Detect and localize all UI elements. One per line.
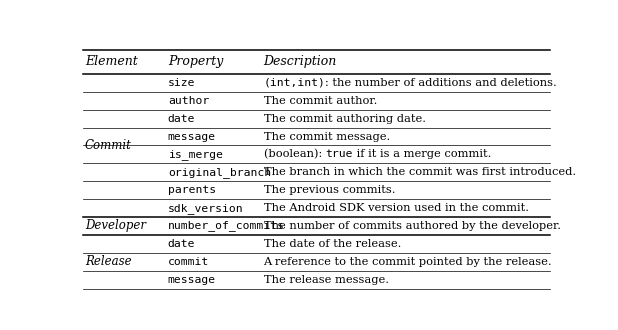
Text: author: author	[167, 96, 209, 106]
Text: date: date	[167, 114, 195, 124]
Text: date: date	[167, 239, 195, 249]
Text: original_branch: original_branch	[167, 167, 271, 178]
Text: is_merge: is_merge	[167, 149, 222, 160]
Text: A reference to the commit pointed by the release.: A reference to the commit pointed by the…	[263, 257, 552, 267]
Text: Developer: Developer	[85, 219, 146, 233]
Text: The commit message.: The commit message.	[263, 132, 390, 142]
Text: Property: Property	[167, 55, 223, 68]
Text: if it is a merge commit.: if it is a merge commit.	[353, 149, 491, 159]
Text: commit: commit	[167, 257, 209, 267]
Text: The previous commits.: The previous commits.	[263, 185, 395, 195]
Text: Description: Description	[263, 55, 337, 68]
Text: true: true	[326, 149, 353, 159]
Text: (int,int): (int,int)	[263, 78, 326, 88]
Text: : the number of additions and deletions.: : the number of additions and deletions.	[326, 78, 557, 88]
Text: The commit author.: The commit author.	[263, 96, 377, 106]
Text: (boolean):: (boolean):	[263, 149, 326, 160]
Text: message: message	[167, 132, 216, 142]
Text: parents: parents	[167, 185, 216, 195]
Text: message: message	[167, 275, 216, 285]
Text: Commit: Commit	[85, 139, 132, 152]
Text: The commit authoring date.: The commit authoring date.	[263, 114, 426, 124]
Text: The date of the release.: The date of the release.	[263, 239, 401, 249]
Text: The number of commits authored by the developer.: The number of commits authored by the de…	[263, 221, 561, 231]
Text: The Android SDK version used in the commit.: The Android SDK version used in the comm…	[263, 203, 528, 213]
Text: number_of_commits: number_of_commits	[167, 220, 285, 231]
Text: The release message.: The release message.	[263, 275, 389, 285]
Text: Release: Release	[85, 255, 132, 268]
Text: size: size	[167, 78, 195, 88]
Text: The branch in which the commit was first introduced.: The branch in which the commit was first…	[263, 167, 576, 177]
Text: Element: Element	[85, 55, 138, 68]
Text: sdk_version: sdk_version	[167, 203, 243, 214]
